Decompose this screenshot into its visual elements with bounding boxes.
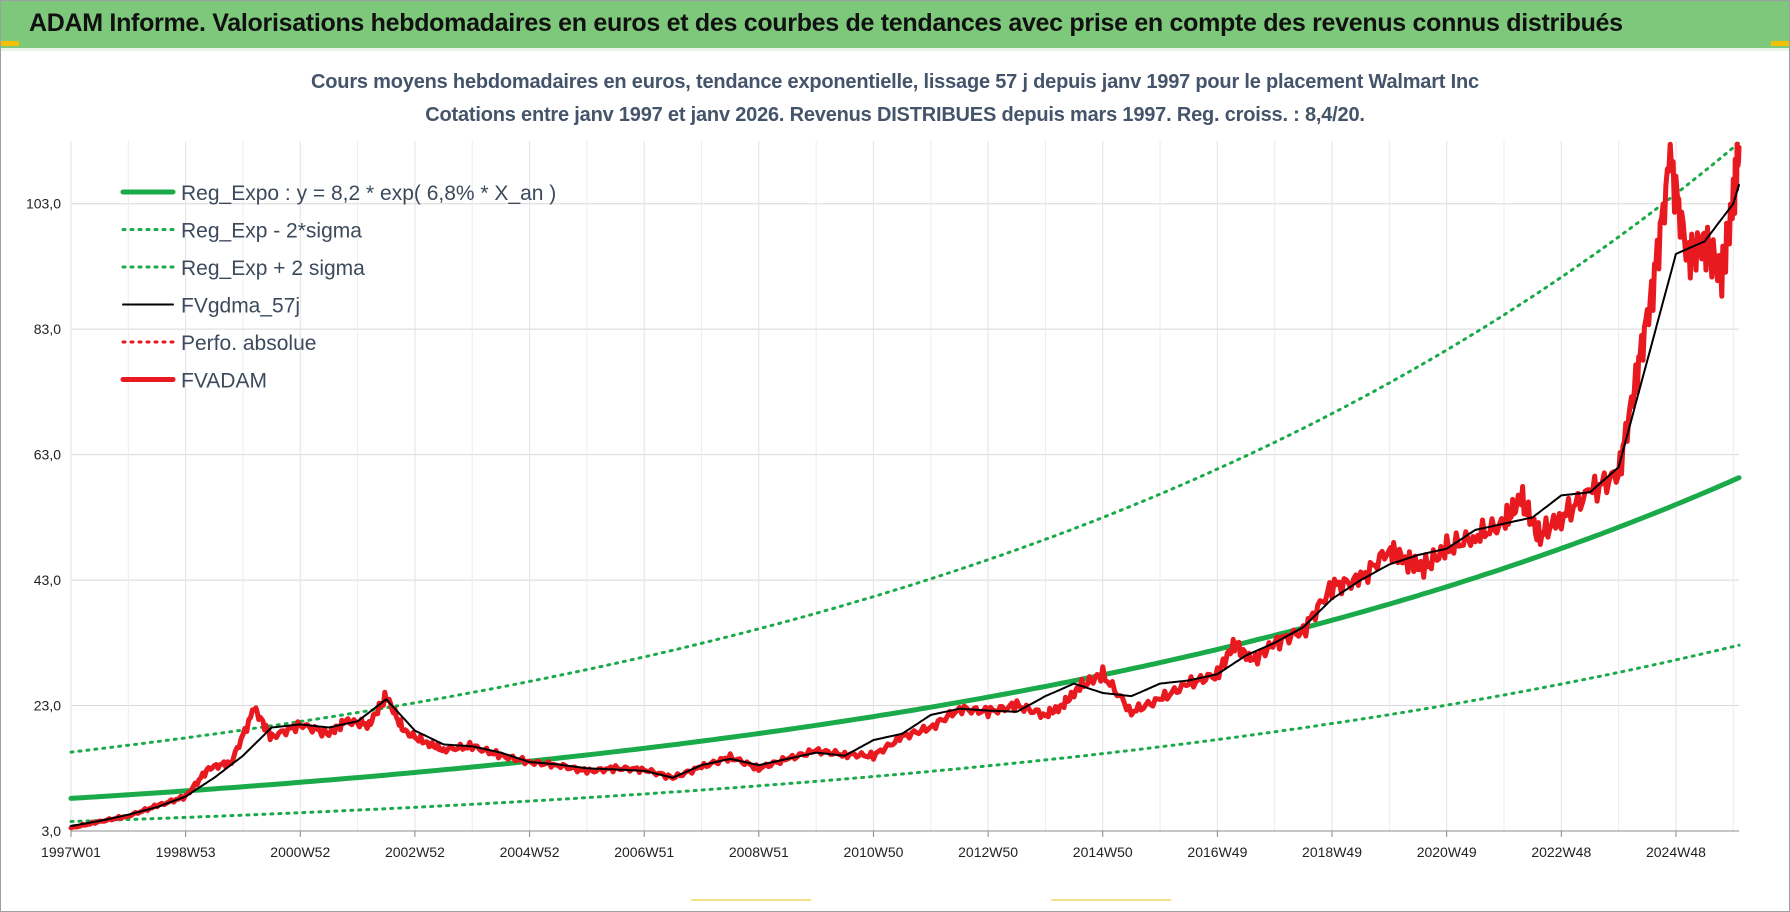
smooth-57j-line (70, 183, 1740, 827)
reg-low-band-line (69, 643, 1741, 823)
legend: Reg_Expo : y = 8,2 * exp( 6,8% * X_an ) R… (120, 182, 556, 393)
footer-mark (1051, 899, 1171, 901)
y-tick-label: 3,0 (42, 823, 62, 839)
x-tick-label: 2002W52 (385, 844, 445, 860)
y-tick-label: 83,0 (34, 321, 61, 337)
y-tick-label: 63,0 (34, 447, 61, 463)
x-tick-label: 2004W52 (500, 844, 560, 860)
legend-entry-label: Perfo. absolue (181, 332, 316, 355)
report-banner-title: ADAM Informe. Valorisations hebdomadaire… (29, 9, 1623, 37)
chart-title: Cours moyens hebdomadaires en euros, ten… (311, 71, 1479, 93)
x-tick-label: 1998W53 (156, 844, 216, 860)
x-tick-label: 2000W52 (270, 844, 330, 860)
x-tick-label: 2012W50 (958, 844, 1018, 860)
fvadam-line (68, 141, 1742, 831)
legend-entry-label: Reg_Exp - 2*sigma (181, 220, 362, 243)
corner-marker (1771, 41, 1789, 46)
reg-expo-line (68, 475, 1742, 801)
series-layer (68, 141, 1742, 831)
reg-high-band-line (69, 141, 1741, 754)
x-tick-label: 2022W48 (1531, 844, 1591, 860)
legend-entry-label: FVgdma_57j (181, 295, 300, 318)
y-tick-label: 103,0 (26, 196, 61, 212)
x-tick-label: 2008W51 (729, 844, 789, 860)
legend-entry-label: Reg_Exp + 2 sigma (181, 257, 365, 280)
chart-subtitle: Cotations entre janv 1997 et janv 2026. … (425, 104, 1365, 126)
legend-entry-label: FVADAM (181, 370, 267, 393)
report-banner: ADAM Informe. Valorisations hebdomadaire… (1, 1, 1789, 51)
corner-marker (1, 41, 19, 46)
x-tick-label: 2016W49 (1187, 844, 1247, 860)
legend-entry-label: Reg_Expo : y = 8,2 * exp( 6,8% * X_an ) (181, 182, 556, 205)
x-tick-label: 2014W50 (1073, 844, 1133, 860)
y-tick-label: 43,0 (34, 572, 61, 588)
x-tick-label: 2006W51 (614, 844, 674, 860)
x-tick-label: 2020W49 (1417, 844, 1477, 860)
y-tick-label: 23,0 (34, 698, 61, 714)
x-tick-label: 1997W01 (41, 844, 101, 860)
x-tick-label: 2024W48 (1646, 844, 1706, 860)
footer-mark (691, 899, 811, 901)
axis-layer: 3,0 23,0 43,0 63,0 83,0 103,0 1997W01 1998W53 20… (26, 196, 1739, 860)
x-tick-label: 2018W49 (1302, 844, 1362, 860)
x-tick-label: 2010W50 (844, 844, 904, 860)
